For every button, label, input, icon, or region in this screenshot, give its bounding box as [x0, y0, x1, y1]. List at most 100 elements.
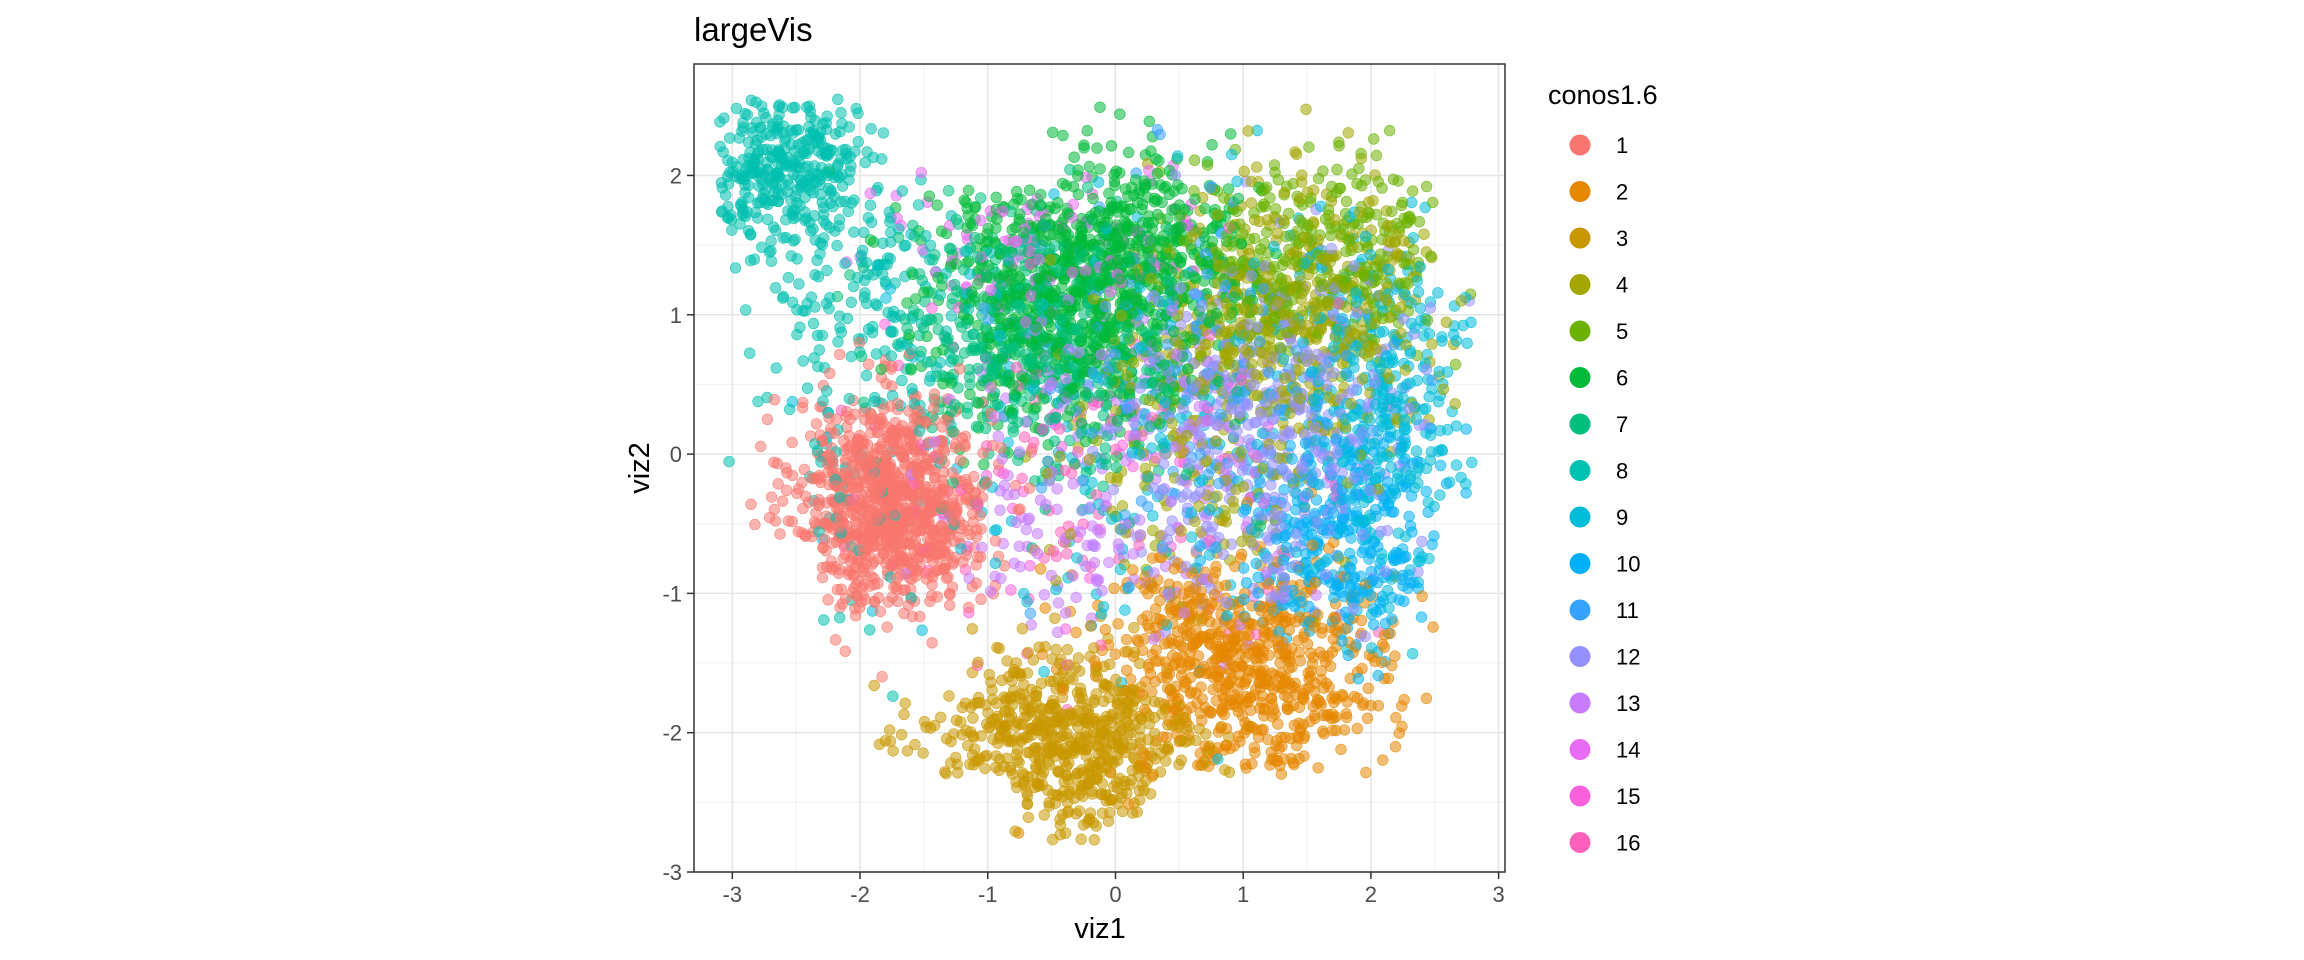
point-cluster-2 — [1362, 682, 1375, 694]
point-cluster-7 — [908, 230, 921, 242]
point-cluster-9 — [1432, 287, 1444, 299]
point-cluster-5 — [1370, 149, 1383, 162]
point-cluster-1 — [839, 548, 851, 561]
point-cluster-1 — [765, 491, 778, 503]
point-cluster-6 — [961, 222, 973, 234]
point-cluster-6 — [978, 458, 990, 471]
point-cluster-16 — [1053, 423, 1066, 435]
point-cluster-4 — [1307, 184, 1320, 196]
point-cluster-9 — [1203, 504, 1216, 516]
point-cluster-2 — [1154, 594, 1166, 607]
point-cluster-8 — [839, 257, 851, 270]
point-cluster-2 — [1112, 618, 1124, 630]
point-cluster-12 — [1375, 525, 1387, 537]
point-cluster-6 — [1182, 363, 1194, 375]
point-cluster-3 — [1136, 779, 1148, 792]
point-cluster-8 — [723, 455, 735, 468]
point-cluster-3 — [1049, 612, 1061, 624]
point-cluster-3 — [909, 738, 921, 751]
point-cluster-8 — [860, 369, 873, 382]
point-cluster-2 — [1351, 722, 1364, 735]
point-cluster-8 — [789, 101, 801, 114]
point-cluster-6 — [1068, 151, 1080, 163]
point-cluster-5 — [1272, 174, 1285, 186]
point-cluster-4 — [1211, 209, 1224, 221]
point-cluster-2 — [1393, 727, 1406, 739]
point-cluster-5 — [1333, 136, 1345, 148]
point-cluster-12 — [1351, 306, 1363, 319]
point-cluster-1 — [754, 440, 767, 453]
point-cluster-9 — [1455, 471, 1467, 484]
point-cluster-6 — [1072, 170, 1084, 182]
point-cluster-4 — [1300, 103, 1312, 116]
point-cluster-1 — [768, 503, 780, 516]
point-cluster-13 — [1038, 588, 1051, 601]
point-cluster-2 — [1099, 623, 1112, 636]
point-cluster-8 — [813, 344, 825, 356]
point-cluster-3 — [917, 747, 929, 759]
point-cluster-2 — [1340, 708, 1352, 720]
point-cluster-16 — [1061, 548, 1073, 560]
point-cluster-1 — [797, 502, 809, 515]
point-cluster-9 — [1028, 383, 1040, 395]
point-cluster-5 — [1413, 216, 1426, 228]
point-cluster-9 — [1423, 328, 1436, 340]
point-cluster-8 — [807, 317, 820, 330]
point-cluster-2 — [1322, 542, 1335, 554]
point-cluster-13 — [1051, 626, 1064, 638]
point-cluster-3 — [966, 623, 978, 635]
point-cluster-2 — [1146, 770, 1159, 783]
point-cluster-5 — [1272, 271, 1285, 283]
point-cluster-6 — [1037, 393, 1050, 405]
point-cluster-10 — [1352, 672, 1365, 685]
point-cluster-2 — [1235, 548, 1248, 560]
point-cluster-10 — [1460, 423, 1472, 435]
point-cluster-10 — [1403, 510, 1415, 523]
point-cluster-8 — [875, 153, 888, 165]
point-cluster-2 — [1382, 672, 1395, 684]
point-cluster-10 — [1194, 540, 1206, 552]
point-cluster-3 — [1010, 748, 1023, 761]
point-cluster-8 — [924, 239, 937, 252]
point-cluster-9 — [1119, 604, 1131, 616]
point-cluster-2 — [1160, 731, 1173, 743]
point-cluster-3 — [887, 745, 899, 757]
point-cluster-3 — [1038, 809, 1051, 821]
point-cluster-2 — [1273, 742, 1286, 754]
point-cluster-9 — [1450, 420, 1463, 432]
point-cluster-12 — [1265, 479, 1277, 491]
point-cluster-1 — [800, 490, 812, 503]
point-cluster-5 — [1392, 175, 1404, 187]
point-cluster-13 — [994, 504, 1006, 516]
point-cluster-6 — [1151, 167, 1164, 180]
point-cluster-8 — [852, 136, 864, 148]
chart-title: largeVis — [694, 11, 813, 48]
point-cluster-3 — [993, 764, 1005, 777]
point-cluster-2 — [1258, 702, 1271, 715]
point-cluster-10 — [1250, 557, 1263, 570]
point-cluster-3 — [1088, 834, 1101, 846]
point-cluster-8 — [801, 382, 814, 394]
point-cluster-6 — [1057, 129, 1069, 142]
point-cluster-8 — [863, 624, 876, 636]
point-cluster-9 — [1399, 530, 1412, 543]
point-cluster-8 — [714, 116, 726, 128]
point-cluster-9 — [1436, 444, 1449, 457]
point-cluster-2 — [1141, 610, 1153, 622]
point-cluster-13 — [1148, 567, 1160, 579]
point-cluster-8 — [729, 262, 742, 274]
point-cluster-8 — [859, 287, 871, 299]
point-cluster-3 — [1072, 652, 1085, 664]
point-cluster-7 — [901, 322, 913, 334]
point-cluster-1 — [954, 454, 967, 467]
point-cluster-10 — [1398, 595, 1410, 607]
point-cluster-2 — [1109, 648, 1122, 660]
point-cluster-9 — [1071, 552, 1083, 564]
point-cluster-8 — [769, 282, 782, 294]
point-cluster-3 — [1064, 671, 1076, 683]
point-cluster-13 — [1091, 524, 1104, 536]
point-cluster-3 — [1058, 785, 1070, 797]
point-cluster-3 — [1046, 653, 1058, 665]
point-cluster-2 — [1219, 579, 1232, 591]
point-cluster-6 — [1094, 163, 1106, 175]
